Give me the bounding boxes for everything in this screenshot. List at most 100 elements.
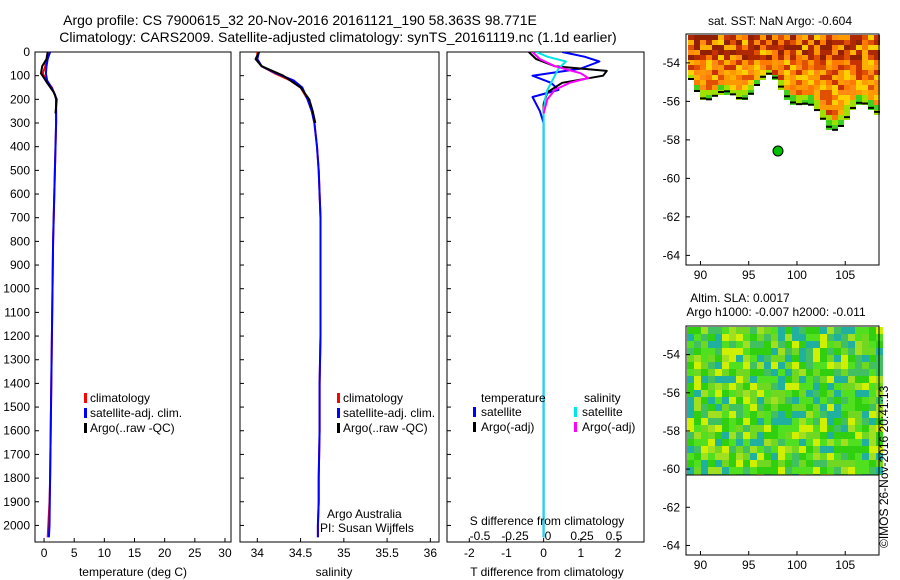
sst-cell (808, 90, 814, 95)
sla-cell (722, 460, 729, 467)
sla-cell (736, 418, 743, 425)
sla-cell (715, 446, 722, 453)
sla-cell (792, 460, 799, 467)
s-series-line-2 (254, 52, 317, 124)
sst-cell (718, 50, 724, 55)
sla-cell (715, 439, 722, 446)
sla-cell (708, 348, 715, 355)
sla-cell (757, 411, 764, 418)
sst-cell (688, 55, 694, 60)
sla-cell (827, 425, 834, 432)
sst-cell (778, 55, 784, 60)
sst-cell (832, 65, 838, 70)
sla-cell (820, 411, 827, 418)
sla-cell (764, 397, 771, 404)
sst-cell (844, 85, 850, 90)
sla-cell (792, 355, 799, 362)
sst-cell (844, 110, 850, 115)
sst-cell (862, 65, 868, 70)
sla-cell (701, 467, 708, 474)
legend-temp-satellite: satellite (481, 405, 522, 419)
sla-cell (708, 397, 715, 404)
sla-cell (736, 425, 743, 432)
sla-cell (736, 439, 743, 446)
sst-cell (820, 115, 826, 120)
sla-cell (862, 432, 869, 439)
sla-cell (687, 425, 694, 432)
sla-cell (827, 418, 834, 425)
sla-cell (694, 390, 701, 397)
sst-cell (826, 85, 832, 90)
sst-cell (796, 55, 802, 60)
sst-cell (850, 90, 856, 95)
sst-cell (838, 120, 844, 125)
sla-cell (771, 425, 778, 432)
sla-cell (729, 341, 736, 348)
sla-cell (813, 390, 820, 397)
depth-tick-label: 900 (10, 258, 30, 272)
x-tick-label: -2 (464, 546, 475, 560)
sla-cell (834, 355, 841, 362)
sla-cell (694, 327, 701, 334)
sst-cell (754, 50, 760, 55)
sla-cell (841, 460, 848, 467)
salinity-legend-argo: Argo(..raw -QC) (343, 421, 428, 435)
sla-cell (869, 362, 876, 369)
sla-cell (799, 327, 806, 334)
sla-cell (764, 376, 771, 383)
depth-tick-label: 1600 (3, 424, 30, 438)
temperature-xlabel: temperature (deg C) (79, 565, 187, 579)
sla-cell (750, 404, 757, 411)
legend-swatch-temp-argo (473, 422, 476, 432)
sla-cell (715, 432, 722, 439)
sst-cell (754, 75, 760, 80)
sla-cell (820, 467, 827, 474)
sla-cell (701, 348, 708, 355)
sst-cell (718, 85, 724, 90)
sla-cell (701, 432, 708, 439)
sst-cell (874, 50, 880, 55)
sst-edge-cell (850, 106, 856, 109)
sst-cell (832, 35, 838, 40)
sla-cell (715, 369, 722, 376)
sla-cell (778, 404, 785, 411)
sst-cell (832, 105, 838, 110)
s-diff-tick: 0 (545, 529, 552, 543)
legend-temp-argo: Argo(-adj) (481, 420, 534, 434)
sla-cell (785, 411, 792, 418)
sla-cell (729, 425, 736, 432)
sla-cell (841, 425, 848, 432)
sst-cell (844, 35, 850, 40)
x-tick-label: 5 (71, 546, 78, 560)
sst-cell (736, 35, 742, 40)
sla-cell (869, 383, 876, 390)
sst-cell (844, 95, 850, 100)
sst-cell (718, 55, 724, 60)
x-tick-label: 35 (337, 546, 351, 560)
sla-cell (834, 425, 841, 432)
sla-cell (792, 411, 799, 418)
lon-tick-label: 90 (694, 268, 708, 282)
sst-cell (742, 60, 748, 65)
sst-edge-cell (760, 75, 766, 78)
sla-cell (799, 467, 806, 474)
sla-cell (729, 376, 736, 383)
salinity-legend-climatology: climatology (343, 391, 403, 405)
sst-cell (808, 70, 814, 75)
sst-cell (790, 70, 796, 75)
sla-cell (694, 439, 701, 446)
temperature-x-axis: 0 5 10 15 20 25 30 (41, 538, 232, 560)
sla-cell (736, 334, 743, 341)
sla-cell (701, 439, 708, 446)
sst-cell (802, 90, 808, 95)
sst-cell (874, 65, 880, 70)
sla-cell (799, 411, 806, 418)
sla-cell (813, 341, 820, 348)
sla-cell (862, 397, 869, 404)
sst-cell (784, 95, 790, 100)
sla-cell (841, 362, 848, 369)
sst-cell (784, 60, 790, 65)
sla-cell (778, 446, 785, 453)
sst-cell (868, 50, 874, 55)
sst-cell (736, 40, 742, 45)
